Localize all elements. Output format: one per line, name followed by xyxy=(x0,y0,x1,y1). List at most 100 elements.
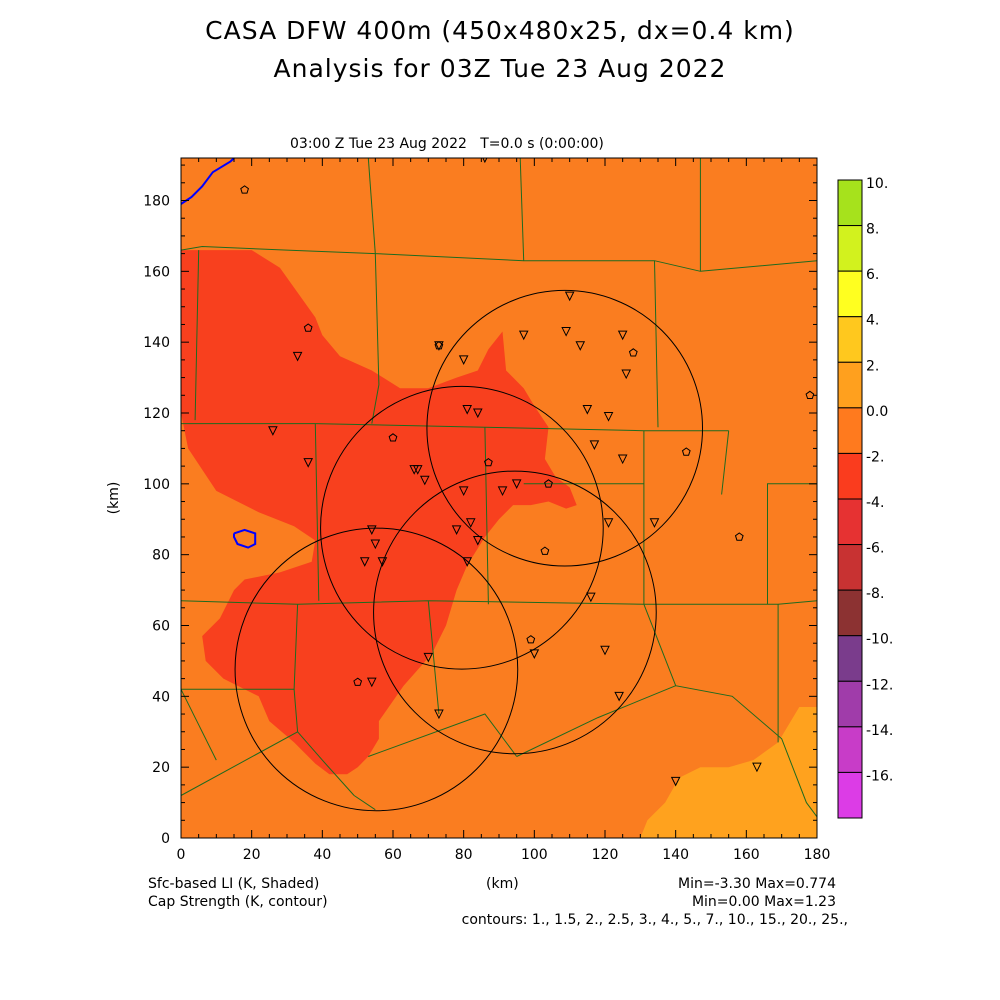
station-triangle-1 xyxy=(268,426,278,436)
station-triangle-12 xyxy=(458,355,469,365)
station-triangle-3 xyxy=(303,458,314,468)
colorbar-label-7: -4. xyxy=(866,495,884,511)
county-boundary-2 xyxy=(519,158,525,261)
shaded-field-label: Sfc-based LI (K, Shaded) xyxy=(148,876,320,892)
colorbar-label-13: -16. xyxy=(866,768,893,784)
county-boundary-4 xyxy=(194,250,200,421)
colorbar-label-1: 8. xyxy=(866,222,879,238)
colorbar-swatch-0 xyxy=(837,179,863,227)
station-triangle-2 xyxy=(292,351,303,362)
x-axis-label: (km) xyxy=(486,876,519,892)
county-boundary-17 xyxy=(297,731,355,796)
x-tick-label: 120 xyxy=(592,847,619,863)
y-tick-label: 160 xyxy=(143,264,170,280)
station-triangle-14 xyxy=(472,408,483,419)
county-boundary-7 xyxy=(314,423,320,601)
station-triangle-9 xyxy=(412,465,423,475)
cap-contour-2 xyxy=(233,528,257,549)
station-triangle-21 xyxy=(564,291,575,302)
x-tick-label: 100 xyxy=(521,847,548,863)
station-triangle-34 xyxy=(649,518,660,528)
colorbar-swatch-10 xyxy=(837,635,863,682)
station-triangle-6 xyxy=(359,557,370,567)
county-boundary-12 xyxy=(181,600,817,605)
radar-ring-2 xyxy=(320,385,604,670)
colorbar-label-9: -8. xyxy=(866,586,884,602)
station-triangle-38 xyxy=(434,709,444,720)
colorbar-swatch-1 xyxy=(837,225,863,272)
station-pentagon-5 xyxy=(484,457,493,467)
station-triangle-36 xyxy=(511,479,522,489)
county-boundary-0 xyxy=(181,245,817,272)
radar-ring-3 xyxy=(373,470,657,755)
y-tick-label: 120 xyxy=(143,406,170,422)
colorbar-label-10: -10. xyxy=(866,632,893,648)
station-triangle-30 xyxy=(600,645,610,656)
contour-min-max: Min=0.00 Max=1.23 xyxy=(691,894,836,910)
station-triangle-31 xyxy=(614,691,624,702)
station-pentagon-13 xyxy=(353,677,363,686)
station-pentagon-6 xyxy=(544,479,553,488)
contour-levels: contours: 1., 1.5, 2., 2.5, 3., 4., 5., … xyxy=(461,912,848,928)
station-pentagon-9 xyxy=(628,348,638,357)
county-boundary-21 xyxy=(643,604,817,818)
station-triangle-35 xyxy=(497,486,508,497)
station-pentagon-10 xyxy=(681,447,691,456)
station-triangle-13 xyxy=(462,404,473,415)
colorbar-swatch-11 xyxy=(837,680,863,728)
colorbar-swatch-6 xyxy=(837,452,863,500)
county-boundary-19 xyxy=(368,713,518,757)
county-boundary-15 xyxy=(181,689,217,761)
station-triangle-7 xyxy=(377,557,388,567)
station-triangle-40 xyxy=(366,677,377,688)
station-triangle-29 xyxy=(586,592,596,603)
li-negative-region xyxy=(181,250,577,775)
station-triangle-23 xyxy=(575,341,586,351)
station-pentagon-1 xyxy=(240,185,249,194)
station-triangle-22 xyxy=(561,327,571,337)
colorbar-label-4: 2. xyxy=(866,358,879,374)
colorbar-label-11: -12. xyxy=(866,677,893,693)
station-triangle-5 xyxy=(370,539,381,550)
station-triangle-10 xyxy=(419,475,430,486)
county-boundary-18 xyxy=(353,795,376,811)
county-boundary-8 xyxy=(484,427,489,605)
county-boundary-23 xyxy=(767,483,817,605)
li-positive-region xyxy=(640,707,817,838)
station-triangle-33 xyxy=(621,369,632,380)
y-axis-label: (km) xyxy=(106,482,122,515)
colorbar-label-5: 0.0 xyxy=(866,404,888,420)
station-triangle-25 xyxy=(589,440,600,450)
county-boundary-22 xyxy=(516,685,676,757)
colorbar-swatch-3 xyxy=(837,316,863,363)
station-triangle-26 xyxy=(603,412,614,422)
station-triangle-39 xyxy=(423,652,434,663)
y-tick-label: 180 xyxy=(143,194,170,210)
y-tick-label: 40 xyxy=(152,689,170,705)
station-pentagon-8 xyxy=(526,635,536,644)
colorbar-swatch-12 xyxy=(837,726,863,773)
colorbar-label-3: 4. xyxy=(866,313,879,329)
x-tick-label: 20 xyxy=(243,847,261,863)
station-pentagon-3 xyxy=(388,433,398,442)
county-boundary-5 xyxy=(371,253,380,424)
county-boundary-11 xyxy=(654,260,659,428)
colorbar-swatch-8 xyxy=(837,544,863,591)
colorbar-swatch-5 xyxy=(837,407,863,454)
colorbar-label-6: -2. xyxy=(866,449,884,465)
y-tick-label: 20 xyxy=(152,760,170,776)
colorbar-swatch-7 xyxy=(837,498,863,546)
colorbar-swatch-4 xyxy=(837,361,863,409)
station-triangle-17 xyxy=(451,525,462,535)
x-tick-label: 80 xyxy=(455,847,473,863)
station-triangle-15 xyxy=(458,486,469,497)
y-tick-label: 80 xyxy=(152,548,170,564)
station-pentagon-12 xyxy=(805,390,815,399)
y-tick-label: 100 xyxy=(143,477,170,493)
contour-field-label: Cap Strength (K, contour) xyxy=(148,894,328,910)
colorbar-label-8: -6. xyxy=(866,541,884,557)
station-triangle-24 xyxy=(582,404,593,415)
station-triangle-18 xyxy=(462,557,473,567)
valid-time-label: 03:00 Z Tue 23 Aug 2022 T=0.0 s (0:00:00… xyxy=(290,136,604,152)
